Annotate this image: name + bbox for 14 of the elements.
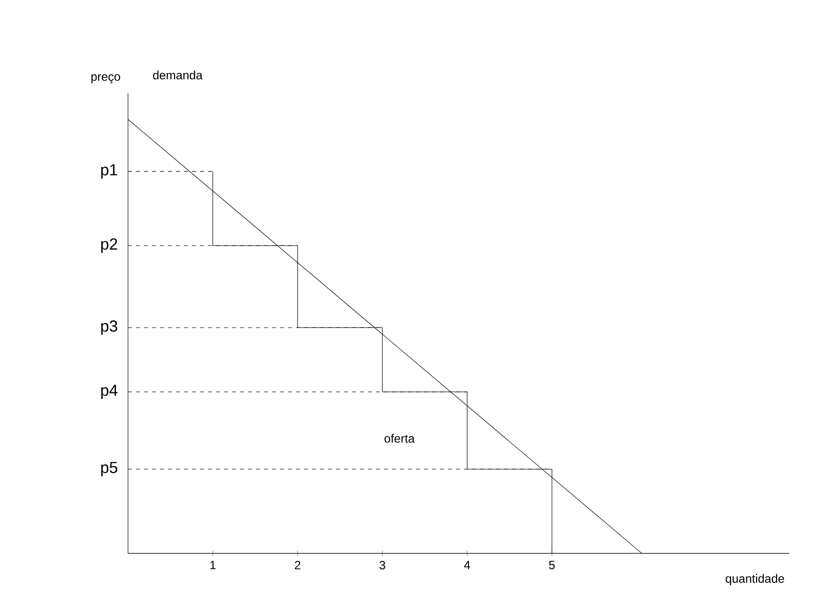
series-label: p2 — [101, 238, 118, 253]
annotation: oferta — [384, 434, 415, 443]
series-label: p1 — [101, 164, 118, 179]
x-tick-label: 2 — [294, 560, 300, 570]
x-tick-label: 5 — [549, 560, 555, 570]
series-label: p4 — [101, 384, 118, 400]
series-label: p5 — [101, 462, 118, 476]
x-tick-label: 1 — [210, 560, 216, 570]
x-tick-label: 4 — [464, 560, 470, 570]
x-axis-title: quantidade — [726, 574, 784, 586]
x-tick-label: 3 — [379, 560, 386, 570]
y-axis-title: preço — [91, 74, 120, 84]
text: demanda — [153, 70, 203, 80]
series-label: p3 — [101, 320, 118, 335]
